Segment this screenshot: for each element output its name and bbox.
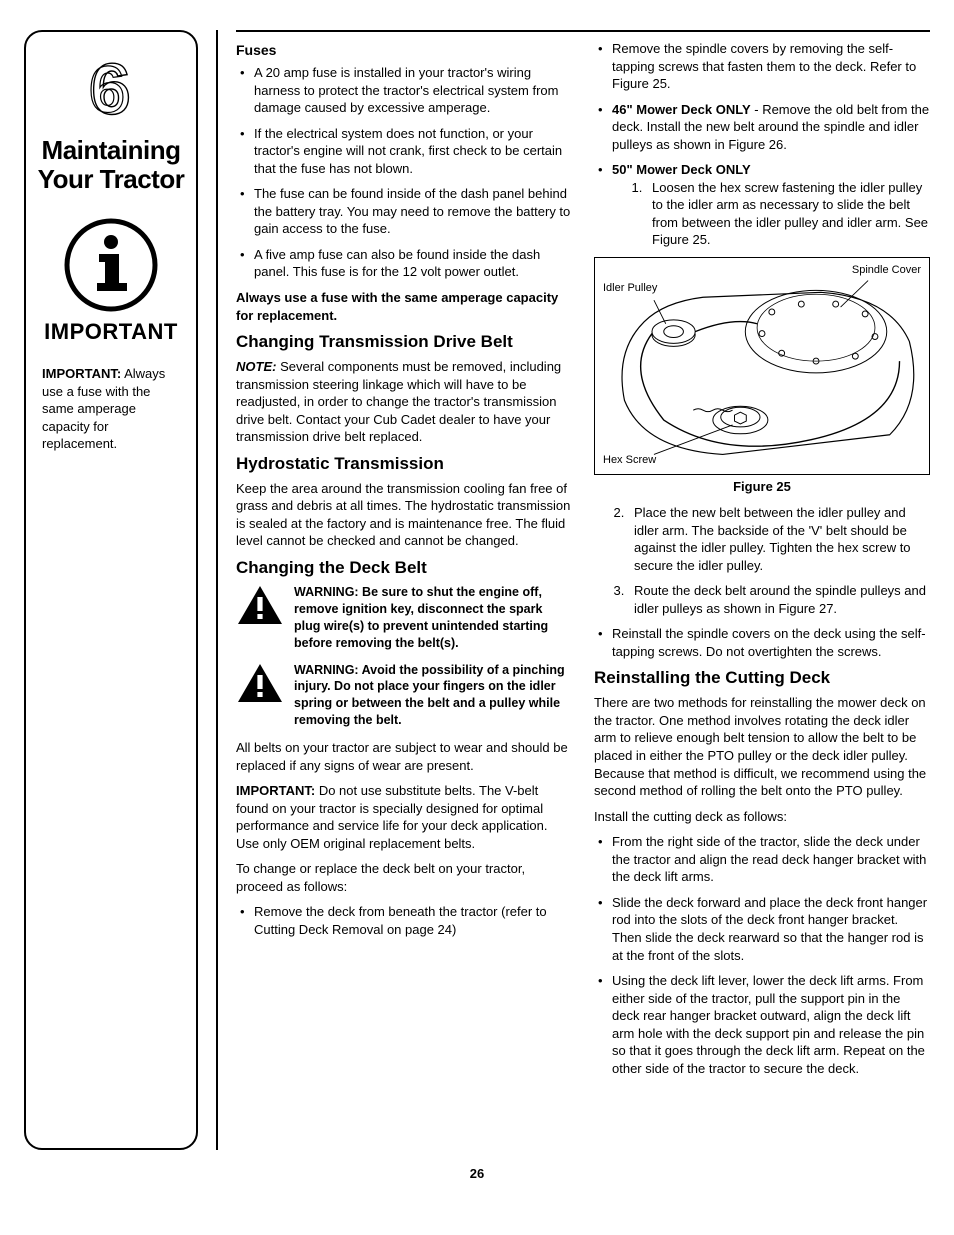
deck46-label: 46" Mower Deck ONLY <box>612 102 751 117</box>
trans-note-body: Several components must be removed, incl… <box>236 359 561 444</box>
list-item: From the right side of the tractor, slid… <box>594 833 930 886</box>
chapter-number-outline-inner: 6 <box>89 52 126 126</box>
left-column: Fuses A 20 amp fuse is installed in your… <box>236 40 572 1150</box>
list-item: Remove the spindle covers by removing th… <box>594 40 930 93</box>
list-item: 46" Mower Deck ONLY - Remove the old bel… <box>594 101 930 154</box>
list-item: If the electrical system does not functi… <box>236 125 572 178</box>
list-item: The fuse can be found inside of the dash… <box>236 185 572 238</box>
belt-proceed: To change or replace the deck belt on yo… <box>236 860 572 895</box>
reinstall-spindle-list: Reinstall the spindle covers on the deck… <box>594 625 930 660</box>
list-item: Remove the deck from beneath the tractor… <box>236 903 572 938</box>
belt-wear: All belts on your tractor are subject to… <box>236 739 572 774</box>
list-item: 50" Mower Deck ONLY Loosen the hex screw… <box>594 161 930 249</box>
deckbelt-heading: Changing the Deck Belt <box>236 558 572 578</box>
deck50-steps: Loosen the hex screw fastening the idler… <box>612 179 930 249</box>
page-number: 26 <box>24 1166 930 1181</box>
hydro-body: Keep the area around the transmission co… <box>236 480 572 550</box>
list-item: A five amp fuse can also be found inside… <box>236 246 572 281</box>
list-item: Route the deck belt around the spindle p… <box>628 582 930 617</box>
warning-block-2: WARNING: Avoid the possibility of a pinc… <box>236 662 572 730</box>
belt-imp-label: IMPORTANT: <box>236 783 315 798</box>
trans-belt-heading: Changing Transmission Drive Belt <box>236 332 572 352</box>
sidebar-title-line2: Your Tractor <box>38 164 185 194</box>
chapter-number-icon: 6 6 <box>36 52 186 132</box>
hydro-heading: Hydrostatic Transmission <box>236 454 572 474</box>
page: 6 6 Maintaining Your Tractor IMPORTANT I… <box>24 30 930 1150</box>
install-lead: Install the cutting deck as follows: <box>594 808 930 826</box>
sidebar: 6 6 Maintaining Your Tractor IMPORTANT I… <box>24 30 198 1150</box>
list-item: Reinstall the spindle covers on the deck… <box>594 625 930 660</box>
figure-25-diagram <box>595 258 929 474</box>
important-caption: IMPORTANT <box>36 319 186 345</box>
sidebar-note-label: IMPORTANT: <box>42 366 121 381</box>
reinstall-intro: There are two methods for reinstalling t… <box>594 694 930 799</box>
list-item: Loosen the hex screw fastening the idler… <box>646 179 930 249</box>
trans-note: NOTE: Several components must be removed… <box>236 358 572 446</box>
info-icon <box>36 217 186 313</box>
warning-text-2: WARNING: Avoid the possibility of a pinc… <box>294 662 572 730</box>
warning-icon <box>236 584 284 629</box>
post-figure-steps: Place the new belt between the idler pul… <box>594 504 930 617</box>
figure-25: Idler Pulley Spindle Cover Hex Screw <box>594 257 930 475</box>
sidebar-title-line1: Maintaining <box>42 135 181 165</box>
warning-block-1: WARNING: Be sure to shut the engine off,… <box>236 584 572 652</box>
top-rule <box>236 30 930 32</box>
fuses-list: A 20 amp fuse is installed in your tract… <box>236 64 572 281</box>
warning-icon <box>236 662 284 707</box>
list-item: A 20 amp fuse is installed in your tract… <box>236 64 572 117</box>
vertical-rule <box>216 30 218 1150</box>
trans-note-label: NOTE: <box>236 359 276 374</box>
right-column: Remove the spindle covers by removing th… <box>594 40 930 1150</box>
list-item: Place the new belt between the idler pul… <box>628 504 930 574</box>
right-top-list: Remove the spindle covers by removing th… <box>594 40 930 249</box>
list-item: Slide the deck forward and place the dec… <box>594 894 930 964</box>
fuses-heading: Fuses <box>236 42 572 58</box>
content-columns: Fuses A 20 amp fuse is installed in your… <box>236 40 930 1150</box>
deck50-label: 50" Mower Deck ONLY <box>612 162 751 177</box>
belt-important: IMPORTANT: Do not use substitute belts. … <box>236 782 572 852</box>
warning-text-1: WARNING: Be sure to shut the engine off,… <box>294 584 572 652</box>
install-steps: From the right side of the tractor, slid… <box>594 833 930 1077</box>
figure-25-caption: Figure 25 <box>594 479 930 494</box>
list-item: Using the deck lift lever, lower the dec… <box>594 972 930 1077</box>
sidebar-title: Maintaining Your Tractor <box>36 136 186 193</box>
sidebar-note: IMPORTANT: Always use a fuse with the sa… <box>36 365 186 453</box>
belt-steps: Remove the deck from beneath the tractor… <box>236 903 572 938</box>
fuse-bold-note: Always use a fuse with the same amperage… <box>236 289 572 324</box>
reinstall-heading: Reinstalling the Cutting Deck <box>594 668 930 688</box>
